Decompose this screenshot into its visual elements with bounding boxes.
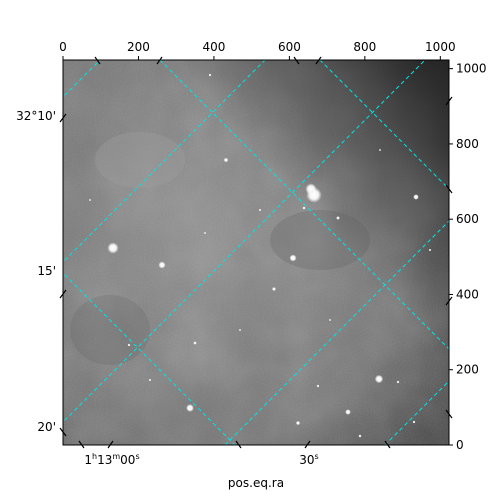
top-tick-label: 1000 — [425, 40, 456, 54]
right-tick-label: 200 — [456, 363, 479, 377]
ra-grid-line — [63, 60, 426, 423]
star-field — [88, 73, 432, 438]
star — [412, 420, 416, 424]
right-pixel-axis: 0 200 400 600 800 1000 — [449, 62, 487, 452]
dec-tick-left — [59, 427, 67, 437]
sky-image — [63, 60, 449, 445]
right-tick-label: 800 — [456, 137, 479, 151]
right-tick-label: 400 — [456, 287, 479, 301]
star — [345, 409, 351, 415]
star — [238, 328, 242, 332]
x-axis-title: pos.eq.ra — [228, 476, 284, 490]
star — [316, 384, 320, 388]
ra-tick — [107, 440, 114, 449]
right-tick-label: 600 — [456, 212, 479, 226]
ra-tick — [235, 440, 242, 449]
star — [295, 420, 301, 426]
star — [88, 198, 92, 202]
right-tick-label: 0 — [456, 438, 464, 452]
dec-grid-line — [159, 60, 449, 350]
star — [378, 148, 382, 152]
star — [413, 194, 419, 200]
star — [428, 248, 432, 252]
ra-grid-line — [224, 220, 449, 445]
ra-grid-line — [384, 380, 449, 445]
dec-tick-right — [445, 409, 453, 419]
star — [358, 434, 362, 438]
right-tick-label: 1000 — [456, 62, 487, 76]
ra-tick — [384, 440, 391, 449]
star — [148, 378, 152, 382]
star — [328, 318, 332, 322]
ra-tick — [304, 440, 311, 449]
star — [374, 374, 384, 384]
star — [258, 208, 262, 212]
ra-tick — [78, 440, 85, 449]
dec-label-2: 15' — [37, 264, 56, 278]
star — [396, 380, 400, 384]
star — [186, 404, 194, 412]
dec-grid-line — [63, 272, 236, 445]
dec-tick-right — [445, 184, 453, 194]
world-tick-marks — [59, 56, 453, 449]
ra-label-2: 30s — [299, 452, 318, 467]
dec-tick — [445, 96, 453, 106]
top-tick-label: 400 — [202, 40, 225, 54]
ra-tick-top — [94, 56, 101, 65]
star — [208, 73, 212, 77]
star — [223, 157, 229, 163]
dec-grid-line — [319, 60, 449, 190]
star — [158, 261, 166, 269]
dec-label-3: 20' — [37, 420, 56, 434]
star — [289, 254, 297, 262]
star — [302, 206, 306, 210]
coordinate-grid — [63, 60, 449, 445]
top-tick-label: 800 — [353, 40, 376, 54]
ra-tick-top — [315, 56, 322, 65]
ra-tick-top — [156, 56, 163, 65]
star — [193, 341, 197, 345]
dec-tick — [59, 113, 67, 123]
plot-frame — [62, 59, 450, 446]
dec-tick — [59, 289, 67, 299]
top-tick-label: 200 — [127, 40, 150, 54]
ra-grid-line — [63, 60, 101, 98]
dec-label-1: 32°10' — [16, 109, 56, 123]
top-tick-label: 0 — [59, 40, 67, 54]
ra-tick-top — [293, 56, 300, 65]
top-tick-label: 600 — [278, 40, 301, 54]
dec-tick — [445, 296, 453, 306]
star — [272, 287, 276, 291]
star — [203, 231, 207, 235]
star — [305, 183, 317, 195]
star — [336, 216, 340, 220]
ra-grid-line — [63, 60, 266, 263]
ra-label-1: 1h13m00s — [84, 452, 139, 467]
star — [127, 343, 131, 347]
top-pixel-axis: 0 200 400 600 800 1000 — [59, 40, 456, 60]
star — [107, 242, 119, 254]
